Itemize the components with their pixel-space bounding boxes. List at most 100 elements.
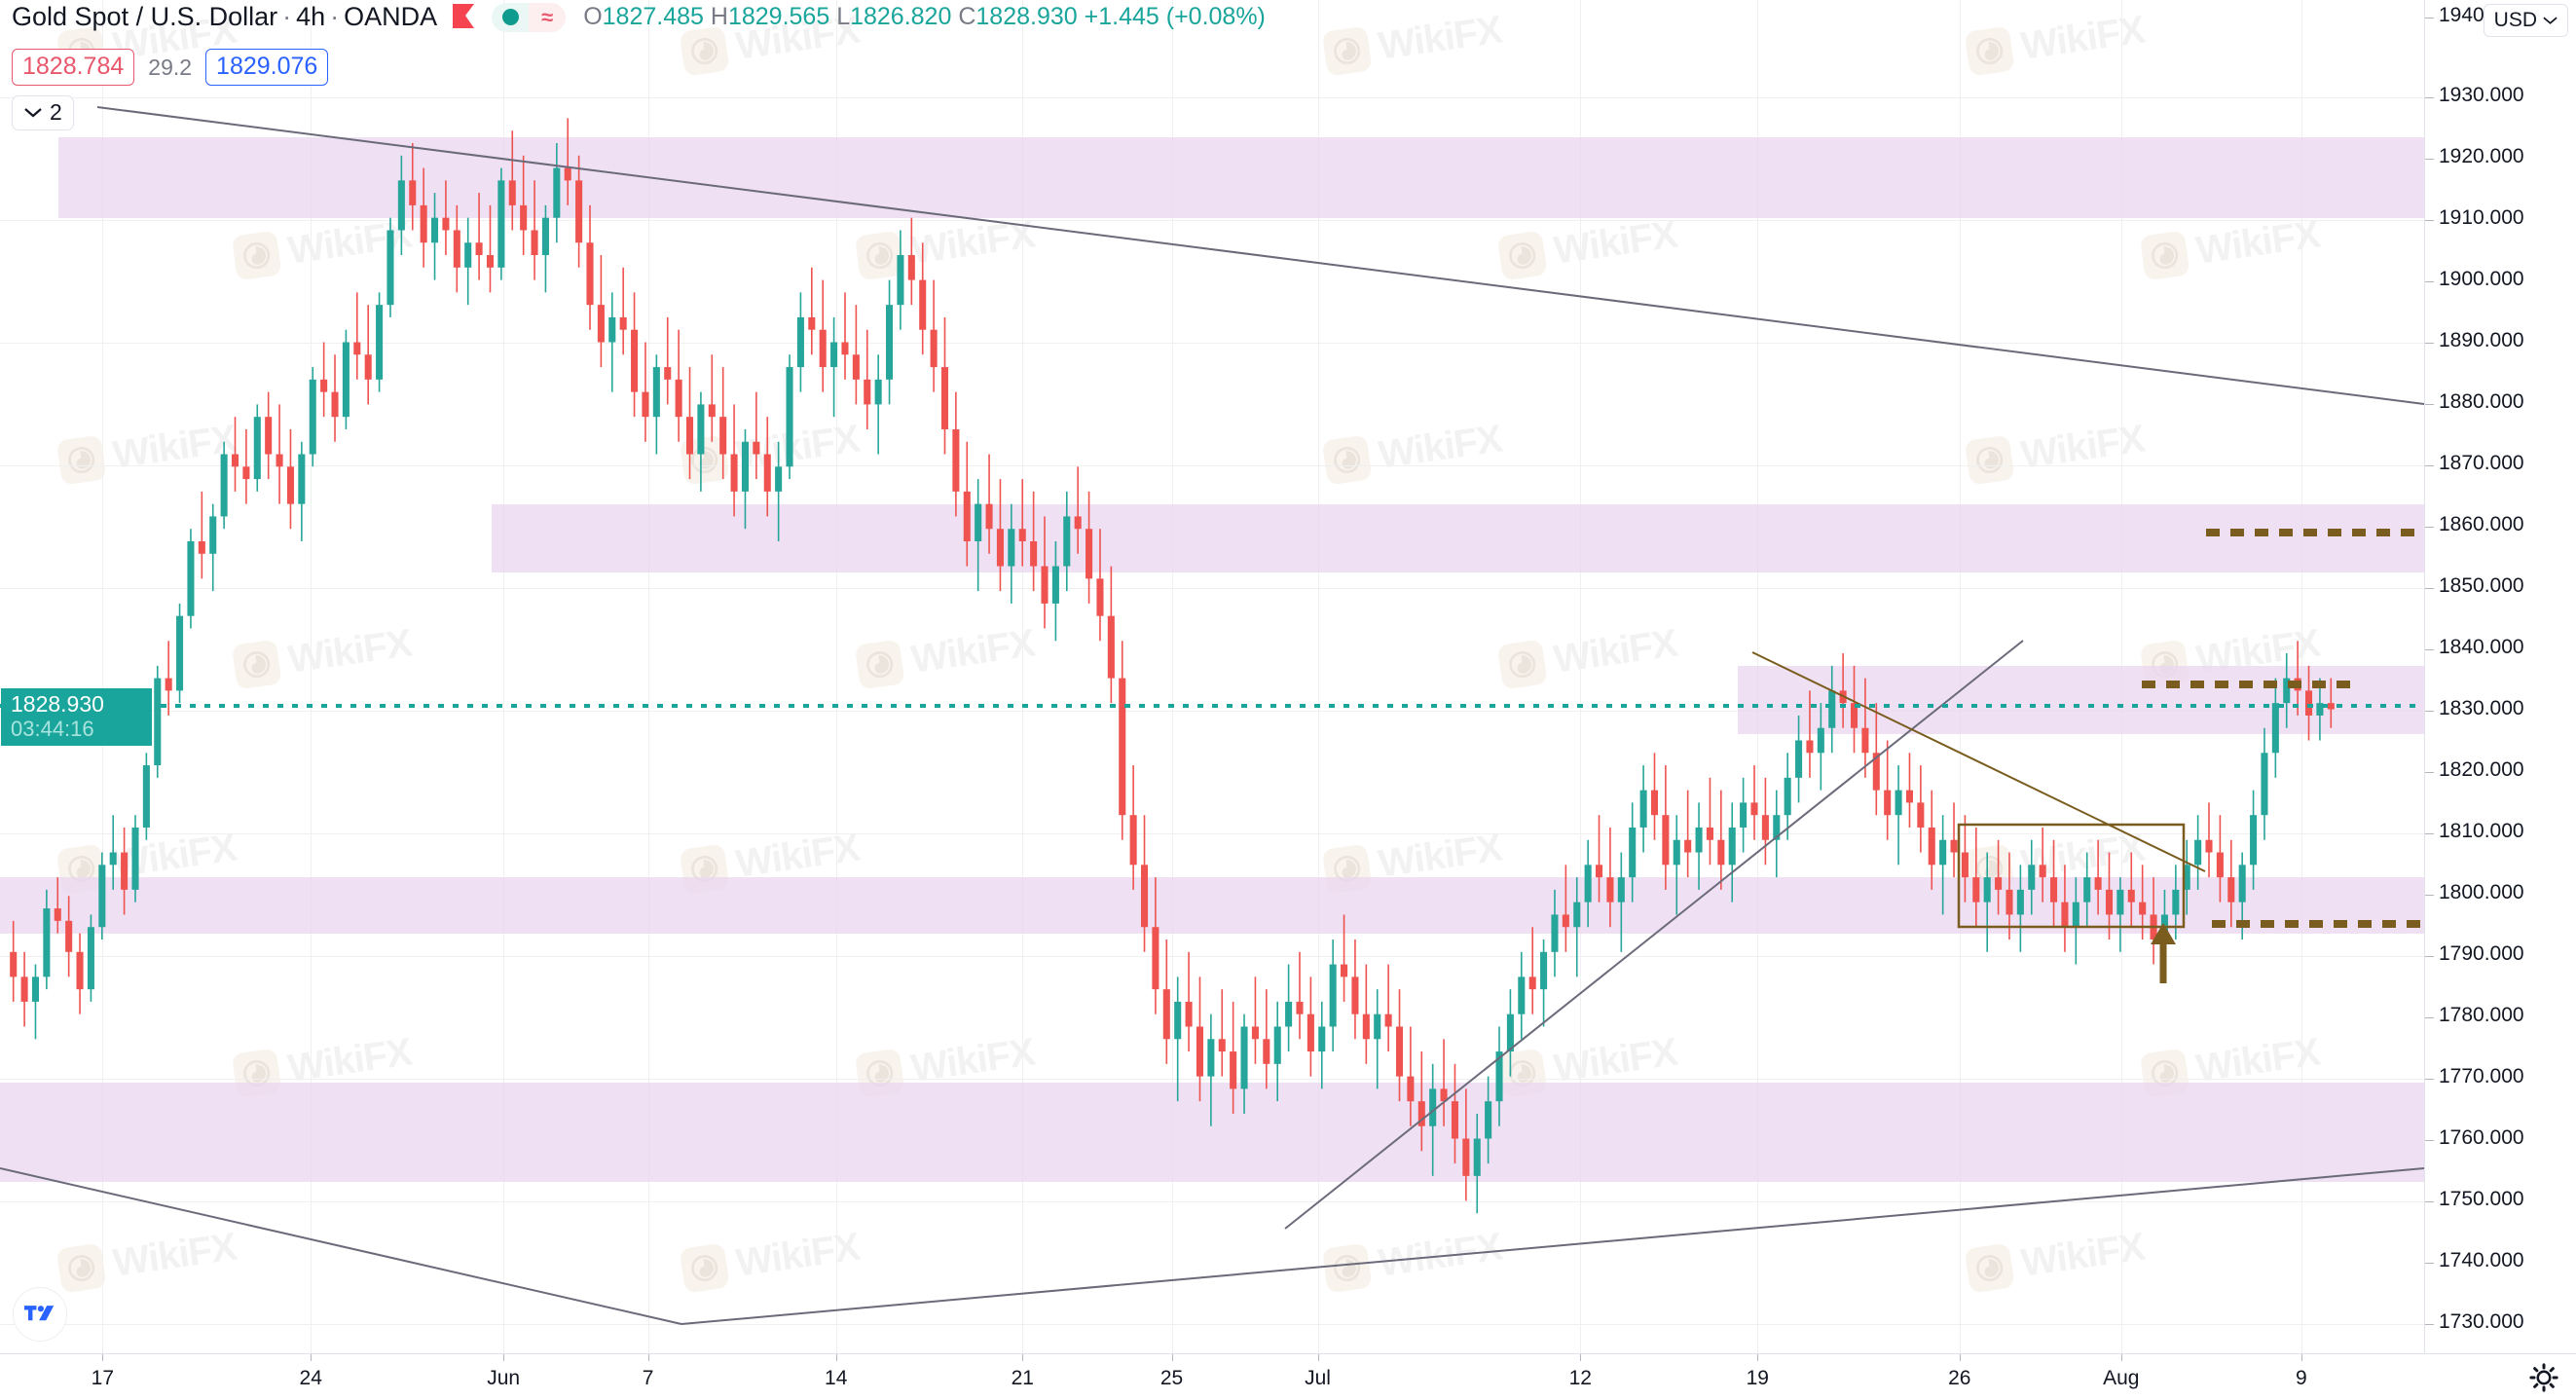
- wikifx-logo-icon: [1321, 434, 1373, 486]
- high-label: H: [710, 3, 728, 30]
- indicator-value-middle[interactable]: 29.2: [148, 54, 193, 80]
- wikifx-logo-icon: [231, 230, 282, 281]
- wikifx-logo-icon: [679, 25, 730, 77]
- time-axis-tick-mark: [1022, 1354, 1024, 1361]
- collapsed-count: 2: [50, 99, 62, 125]
- bar-countdown: 03:44:16: [11, 717, 94, 741]
- price-axis-tick-mark: [2425, 895, 2434, 896]
- time-axis-tick: Jun: [487, 1367, 521, 1389]
- wikifx-watermark: WikiFX: [55, 1224, 239, 1294]
- price-axis-tick: 1850.000: [2439, 574, 2524, 597]
- symbol-title[interactable]: Gold Spot / U.S. Dollar · 4h · OANDA: [12, 2, 437, 32]
- price-axis-tick: 1930.000: [2439, 84, 2524, 106]
- wikifx-watermark: WikiFX: [2139, 1029, 2323, 1099]
- zone-1802-1793: [0, 877, 2424, 934]
- price-axis[interactable]: 1940.000 1930.000 1920.000 1910.000 1900.000…: [2424, 0, 2576, 1353]
- wikifx-watermark-text: WikiFX: [1551, 211, 1680, 273]
- wikifx-logo-icon: [1321, 843, 1373, 895]
- wikifx-watermark: WikiFX: [1964, 416, 2148, 486]
- wikifx-watermark-text: WikiFX: [285, 620, 415, 682]
- wikifx-watermark-text: WikiFX: [110, 825, 239, 886]
- open-value: 1827.485: [602, 3, 704, 30]
- currency-label: USD: [2493, 9, 2537, 31]
- wave-approx-icon[interactable]: ≈: [529, 2, 567, 32]
- current-price-badge[interactable]: 1828.930 03:44:16: [1, 688, 152, 746]
- wikifx-watermark-text: WikiFX: [285, 211, 415, 273]
- wikifx-watermark: WikiFX: [231, 211, 415, 281]
- price-axis-tick-mark: [2425, 956, 2434, 957]
- wikifx-watermark-text: WikiFX: [2193, 620, 2323, 682]
- zone-1836-1824: [1738, 665, 2424, 735]
- ascending-trendline: [1284, 640, 2024, 1230]
- grid-line-vertical: [2120, 0, 2122, 1353]
- wikifx-watermark: WikiFX: [1321, 416, 1505, 486]
- wikifx-watermark: WikiFX: [1321, 7, 1505, 77]
- close-label: C: [958, 3, 976, 30]
- price-axis-tick: 1790.000: [2439, 942, 2524, 965]
- grid-line-horizontal: [0, 1079, 2424, 1080]
- grid-line-horizontal: [0, 343, 2424, 344]
- tradingview-logo-icon[interactable]: [13, 1287, 67, 1342]
- grid-line-horizontal: [0, 711, 2424, 712]
- lower-trendline-left: [0, 1167, 682, 1325]
- wikifx-logo-icon: [231, 639, 282, 690]
- chevron-down-icon: [24, 108, 42, 118]
- interval-label[interactable]: 4h: [296, 2, 326, 31]
- time-axis-tick: Aug: [2103, 1367, 2140, 1389]
- wikifx-watermark: WikiFX: [679, 825, 863, 895]
- price-axis-tick: 1860.000: [2439, 513, 2524, 535]
- time-axis-tick-mark: [2120, 1354, 2122, 1361]
- wikifx-watermark: WikiFX: [1321, 1224, 1505, 1294]
- wikifx-watermark: WikiFX: [55, 825, 239, 895]
- grid-line-horizontal: [0, 588, 2424, 589]
- time-axis-tick: 24: [299, 1367, 322, 1389]
- wikifx-watermark-text: WikiFX: [285, 1029, 415, 1090]
- indicator-value-upper-band[interactable]: 1829.076: [205, 49, 329, 86]
- price-axis-tick: 1770.000: [2439, 1065, 2524, 1087]
- grid-line-vertical: [102, 0, 104, 1353]
- currency-selector-button[interactable]: USD: [2483, 4, 2568, 37]
- gear-icon[interactable]: [2529, 1363, 2558, 1397]
- zone-1768-1753: [0, 1083, 2424, 1183]
- chart-style-toggle[interactable]: ≈: [492, 2, 567, 32]
- wikifx-logo-icon: [679, 1242, 730, 1294]
- wikifx-logo-icon: [2139, 639, 2190, 690]
- wikifx-watermark-text: WikiFX: [2018, 1224, 2148, 1285]
- price-axis-tick-mark: [2425, 527, 2434, 528]
- wikifx-watermark: WikiFX: [854, 1029, 1038, 1099]
- zone-1862-1850: [492, 503, 2424, 572]
- price-axis-tick-mark: [2425, 1017, 2434, 1018]
- collapsed-indicators-badge[interactable]: 2: [12, 95, 74, 130]
- wikifx-watermark-text: WikiFX: [2018, 825, 2148, 886]
- chart-header: Gold Spot / U.S. Dollar · 4h · OANDA ≈ O1827…: [12, 2, 1266, 32]
- price-axis-tick: 1830.000: [2439, 697, 2524, 719]
- wikifx-watermark-text: WikiFX: [733, 825, 863, 886]
- lower-trendline-right: [681, 1167, 2425, 1325]
- wikifx-logo-icon: [2139, 230, 2190, 281]
- wikifx-watermark: WikiFX: [2139, 211, 2323, 281]
- change-value: +1.445: [1084, 3, 1159, 30]
- descending-trendline-short: [1751, 651, 2206, 872]
- price-axis-tick-mark: [2425, 588, 2434, 589]
- grid-line-vertical: [2300, 0, 2302, 1353]
- time-axis-tick-mark: [835, 1354, 837, 1361]
- time-axis-tick-mark: [1171, 1354, 1173, 1361]
- wikifx-watermark-text: WikiFX: [1551, 1029, 1680, 1090]
- zone-1920-1908: [58, 136, 2424, 218]
- price-axis-tick: 1820.000: [2439, 758, 2524, 781]
- open-label: O: [583, 3, 603, 30]
- wikifx-watermark: WikiFX: [55, 416, 239, 486]
- price-axis-tick: 1730.000: [2439, 1310, 2524, 1333]
- wikifx-watermark: WikiFX: [1496, 1029, 1680, 1099]
- time-axis-tick-mark: [1757, 1354, 1759, 1361]
- wikifx-logo-icon: [679, 434, 730, 486]
- time-axis[interactable]: 17 24 Jun 7 14 21 25 Jul 12 19 26 Aug 9: [0, 1353, 2576, 1400]
- grid-line-horizontal: [0, 1201, 2424, 1202]
- separator-dot-2: ·: [330, 2, 340, 31]
- wikifx-logo-icon: [1496, 1048, 1548, 1099]
- indicator-value-lower-band[interactable]: 1828.784: [12, 49, 135, 86]
- grid-line-vertical: [311, 0, 313, 1353]
- price-axis-tick-mark: [2425, 1263, 2434, 1264]
- line-style-dot-icon[interactable]: [492, 2, 530, 32]
